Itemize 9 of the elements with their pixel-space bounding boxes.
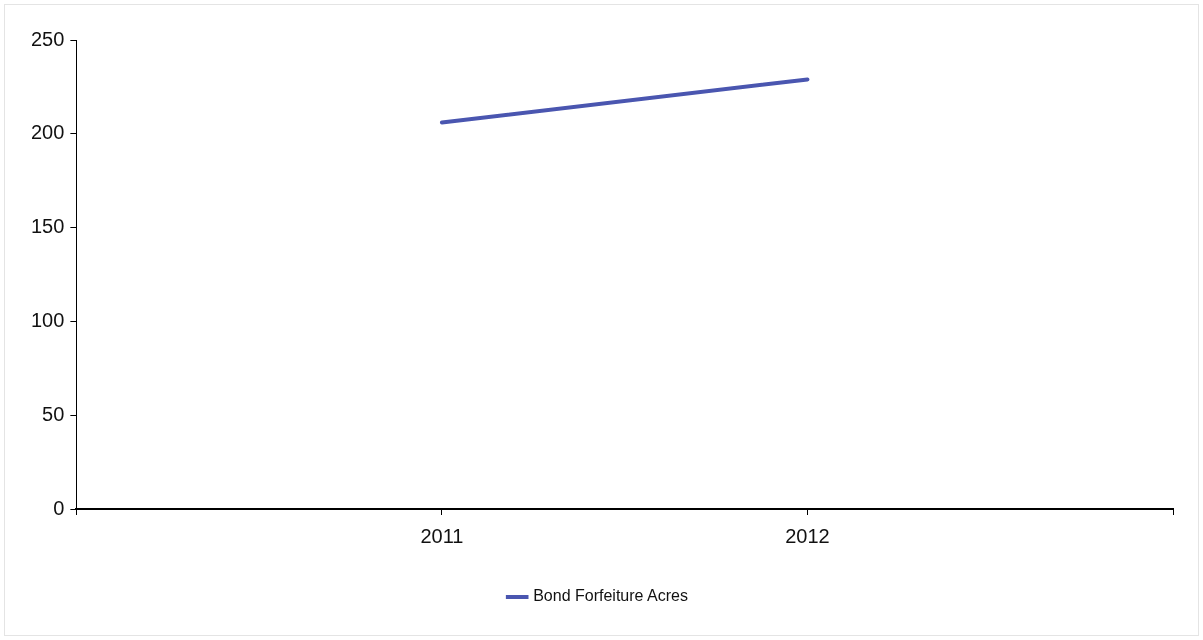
- y-tick-label: 250: [30, 27, 65, 50]
- y-tick-label: 150: [30, 215, 65, 238]
- x-tick-label: 2012: [785, 524, 830, 547]
- x-tick-label: 2011: [420, 524, 464, 547]
- y-tick-label: 200: [30, 121, 65, 144]
- y-tick-label: 0: [53, 496, 65, 519]
- legend-label: Bond Forfeiture Acres: [533, 587, 688, 605]
- y-tick-label: 100: [30, 308, 65, 331]
- y-tick-label: 50: [42, 402, 65, 425]
